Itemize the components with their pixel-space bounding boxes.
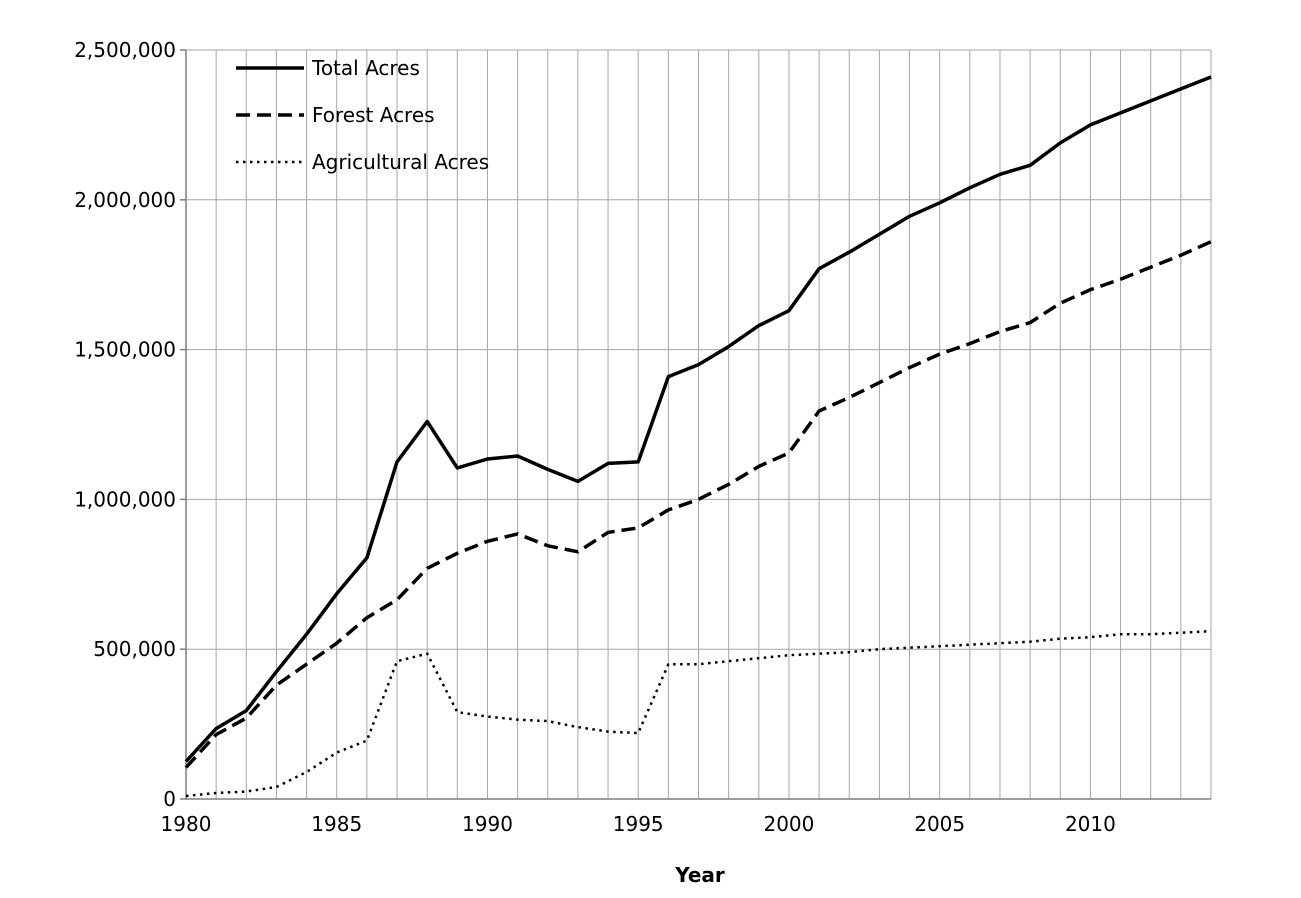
legend: Total Acres Forest Acres Agricultural Acre… (236, 56, 489, 174)
x-tick-labels: 1980 1985 1990 1995 2000 2005 2010 (161, 812, 1116, 836)
x-tick-label: 1990 (462, 812, 513, 836)
legend-label: Agricultural Acres (312, 150, 489, 174)
axes (180, 49, 1211, 800)
series-line-forest-acres (184, 240, 1212, 769)
legend-label: Total Acres (311, 56, 420, 80)
legend-label: Forest Acres (312, 103, 435, 127)
x-tick-label: 2000 (763, 812, 814, 836)
x-tick-label: 1995 (613, 812, 664, 836)
grid (186, 49, 1212, 799)
y-tick-label: 2,500,000 (74, 38, 176, 62)
x-axis-title: Year (674, 863, 725, 887)
series-line-agricultural-acres (185, 629, 1212, 798)
y-tick-label: 1,500,000 (74, 338, 176, 362)
x-tick-label: 1985 (311, 812, 362, 836)
y-tick-label: 500,000 (93, 637, 176, 661)
series-lines (184, 75, 1212, 798)
x-tick-label: 1980 (161, 812, 212, 836)
y-tick-label: 0 (163, 787, 176, 811)
y-tick-label: 1,000,000 (74, 487, 176, 511)
y-tick-label: 2,000,000 (74, 188, 176, 212)
x-tick-label: 2010 (1065, 812, 1116, 836)
y-tick-labels: 0 500,000 1,000,000 1,500,000 2,000,000 2,500… (74, 38, 176, 811)
series-line-total-acres (184, 75, 1212, 763)
x-tick-label: 2005 (914, 812, 965, 836)
